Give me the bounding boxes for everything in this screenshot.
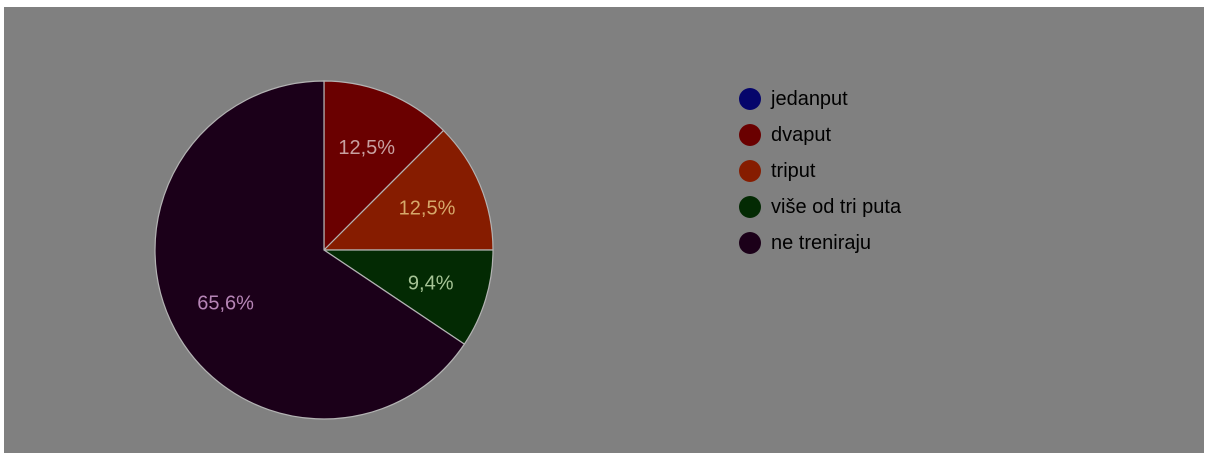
legend-swatch-ne-treniraju bbox=[739, 232, 761, 254]
pie-slice-label: 12,5% bbox=[399, 197, 456, 219]
legend-item-dvaput: dvaput bbox=[739, 117, 901, 153]
legend-label-triput: triput bbox=[771, 159, 816, 182]
legend-item-triput: triput bbox=[739, 153, 901, 189]
chart-legend: jedanput dvaput triput više od tri puta … bbox=[739, 81, 901, 261]
pie-slice-label: 9,4% bbox=[408, 273, 454, 295]
legend-label-jedanput: jedanput bbox=[771, 87, 848, 110]
legend-label-ne-treniraju: ne treniraju bbox=[771, 231, 872, 254]
legend-label-dvaput: dvaput bbox=[771, 123, 832, 146]
legend-swatch-dvaput bbox=[739, 124, 761, 146]
pie-chart: 12,5% 12,5% 9,4% 65,6% bbox=[154, 80, 494, 420]
legend-label-vise-od-tri-puta: više od tri puta bbox=[771, 195, 902, 218]
pie-slice-dvaput bbox=[323, 80, 445, 252]
legend-swatch-triput bbox=[739, 160, 761, 182]
pie-slice-triput bbox=[322, 129, 494, 251]
legend-swatch-jedanput bbox=[739, 88, 761, 110]
legend-item-ne-treniraju: ne treniraju bbox=[739, 225, 901, 261]
pie-slice-label: 65,6% bbox=[197, 293, 254, 315]
pie-slices bbox=[154, 80, 494, 420]
chart-backdrop: 12,5% 12,5% 9,4% 65,6% jedanput dvaput trip… bbox=[4, 7, 1204, 453]
legend-item-jedanput: jedanput bbox=[739, 81, 901, 117]
legend-item-vise-od-tri-puta: više od tri puta bbox=[739, 189, 901, 225]
legend-swatch-vise-od-tri-puta bbox=[739, 196, 761, 218]
pie-slice-labels: 12,5% 12,5% 9,4% 65,6% bbox=[197, 137, 455, 315]
pie-slice-više-od-tri-puta bbox=[322, 249, 494, 345]
pie-slice-label: 12,5% bbox=[338, 137, 395, 159]
pie-slice-ne-treniraju bbox=[154, 80, 466, 420]
